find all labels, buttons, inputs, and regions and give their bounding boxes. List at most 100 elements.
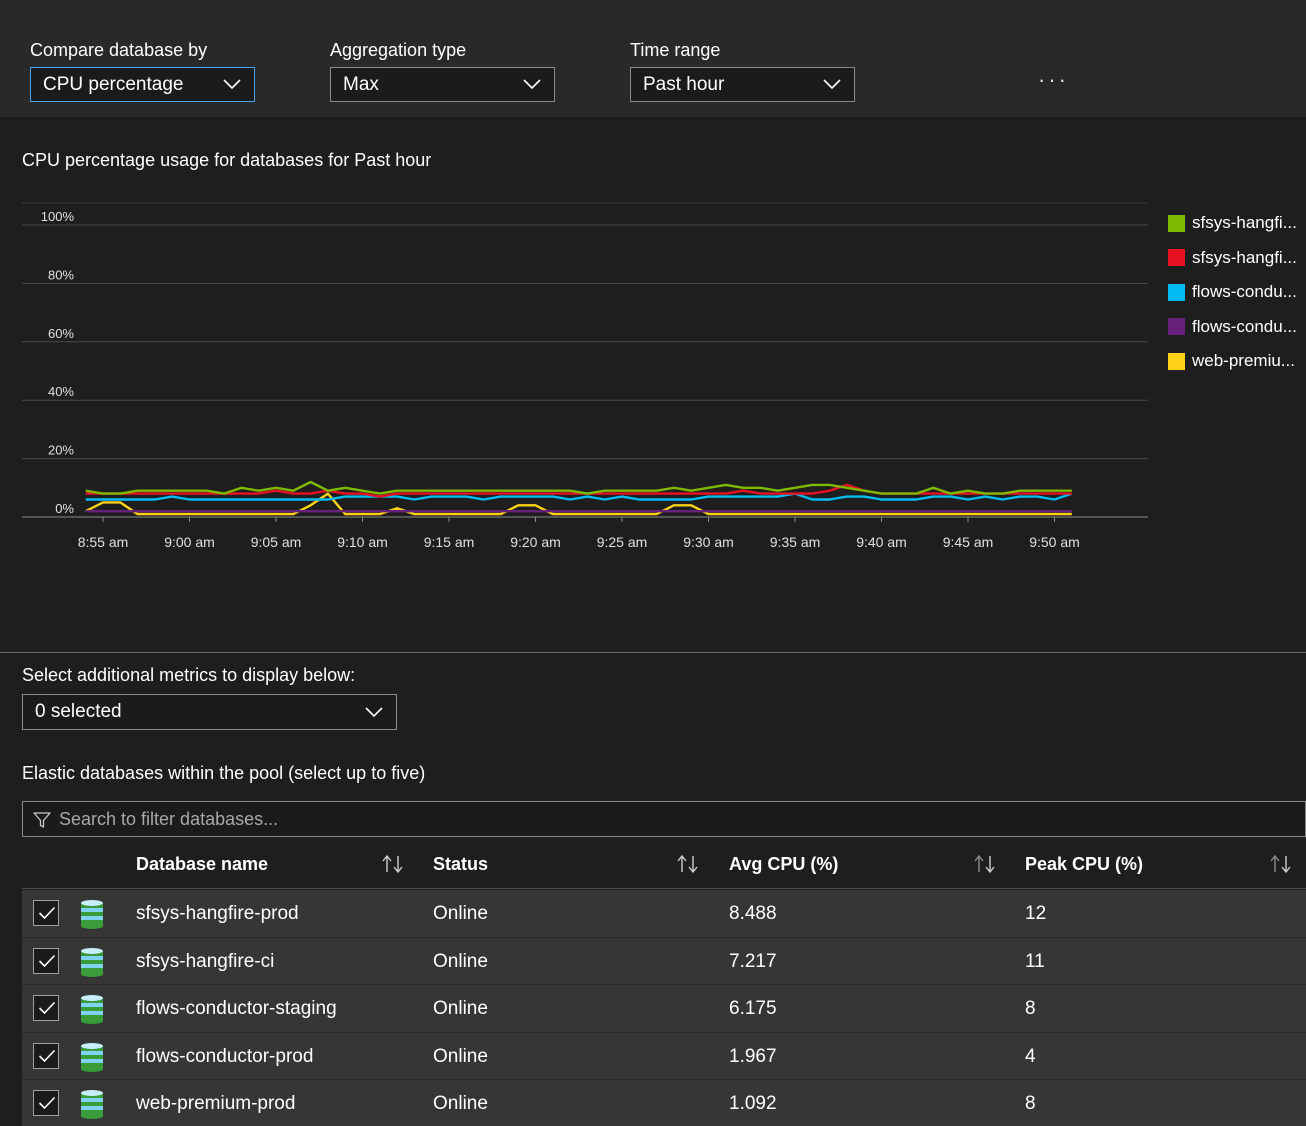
- y-tick-label: 20%: [48, 443, 74, 458]
- legend-swatch: [1168, 318, 1185, 336]
- chevron-down-icon: [823, 79, 841, 90]
- y-tick-label: 100%: [41, 209, 75, 224]
- avg-cpu-cell: 6.175: [729, 998, 777, 1019]
- legend-item[interactable]: web-premiu...: [1168, 344, 1297, 379]
- section-divider: [0, 652, 1306, 653]
- table-row[interactable]: flows-conductor-prod Online 1.967 4: [22, 1032, 1306, 1080]
- aggregation-dropdown[interactable]: Max: [330, 67, 555, 102]
- y-tick-label: 40%: [48, 384, 74, 399]
- x-tick-label: 9:10 am: [337, 534, 388, 550]
- aggregation-value: Max: [343, 73, 379, 95]
- checkmark-icon: [38, 906, 56, 920]
- y-tick-label: 80%: [48, 267, 74, 282]
- x-tick-label: 9:00 am: [164, 534, 215, 550]
- metrics-value: 0 selected: [35, 701, 122, 722]
- x-tick-label: 9:15 am: [424, 534, 475, 550]
- peak-cpu-cell: 11: [1025, 950, 1045, 972]
- sort-icon[interactable]: [675, 854, 701, 874]
- legend-item[interactable]: flows-condu...: [1168, 275, 1297, 310]
- aggregation-filter: Aggregation type Max: [330, 38, 555, 102]
- database-icon: [81, 900, 103, 929]
- compare-filter: Compare database by CPU percentage: [30, 38, 255, 102]
- search-input[interactable]: [59, 808, 1259, 830]
- series-line: [85, 492, 1072, 516]
- table-row[interactable]: flows-conductor-staging Online 6.175 8: [22, 985, 1306, 1033]
- time-range-value: Past hour: [643, 73, 725, 95]
- table-row[interactable]: web-premium-prod Online 1.092 8: [22, 1080, 1306, 1126]
- row-checkbox[interactable]: [33, 1042, 59, 1069]
- checkmark-icon: [38, 1096, 56, 1110]
- compare-label: Compare database by: [30, 40, 208, 60]
- db-name-cell[interactable]: flows-conductor-prod: [136, 1045, 314, 1067]
- status-cell: Online: [433, 1045, 488, 1067]
- db-name-cell[interactable]: flows-conductor-staging: [136, 998, 337, 1019]
- checkmark-icon: [38, 1049, 56, 1062]
- legend-swatch: [1168, 283, 1185, 301]
- chevron-down-icon: [365, 707, 383, 718]
- avg-cpu-cell: 1.092: [729, 1093, 777, 1114]
- sort-icon[interactable]: [380, 854, 406, 874]
- more-options-button[interactable]: ···: [1038, 67, 1069, 92]
- legend-label: flows-condu...: [1192, 282, 1297, 302]
- peak-cpu-cell: 12: [1025, 903, 1047, 924]
- row-checkbox[interactable]: [33, 900, 59, 926]
- x-tick-label: 9:40 am: [856, 534, 907, 550]
- header-status[interactable]: Status: [433, 854, 489, 874]
- header-avg-cpu[interactable]: Avg CPU (%): [729, 854, 839, 874]
- metrics-label: Select additional metrics to display bel…: [22, 665, 356, 685]
- sort-icon[interactable]: [1268, 854, 1294, 874]
- sort-icon[interactable]: [972, 854, 998, 874]
- filter-icon: [33, 812, 51, 828]
- y-tick-label: 0%: [55, 501, 74, 516]
- database-icon: [81, 947, 103, 977]
- database-icon: [81, 995, 103, 1024]
- aggregation-label: Aggregation type: [330, 40, 467, 60]
- series-line: [85, 480, 1072, 495]
- row-checkbox[interactable]: [33, 947, 59, 974]
- legend-swatch: [1168, 352, 1185, 370]
- database-icon: [81, 1042, 103, 1072]
- database-icon: [81, 1090, 103, 1119]
- x-tick-label: 9:45 am: [943, 534, 994, 550]
- time-range-filter: Time range Past hour: [630, 38, 855, 102]
- header-database-name[interactable]: Database name: [136, 854, 269, 874]
- time-range-dropdown[interactable]: Past hour: [630, 67, 855, 102]
- db-name-cell[interactable]: sfsys-hangfire-prod: [136, 903, 299, 924]
- compare-value: CPU percentage: [43, 73, 184, 95]
- legend-swatch: [1168, 214, 1185, 232]
- cpu-line-chart: 100% 80% 60% 40% 20% 0% 8:55 am 9:00 am 9:05 am 9…: [22, 202, 1148, 550]
- peak-cpu-cell: 8: [1025, 998, 1036, 1019]
- table-header: Database name Status Avg CPU (%) Peak CP…: [22, 840, 1306, 889]
- header-peak-cpu[interactable]: Peak CPU (%): [1025, 854, 1144, 874]
- db-name-cell[interactable]: sfsys-hangfire-ci: [136, 950, 275, 972]
- table-row[interactable]: sfsys-hangfire-prod Online 8.488 12: [22, 890, 1306, 938]
- row-checkbox[interactable]: [33, 995, 59, 1021]
- metrics-dropdown[interactable]: 0 selected: [22, 694, 397, 730]
- chevron-down-icon: [223, 79, 241, 90]
- legend-swatch: [1168, 249, 1185, 267]
- legend-item[interactable]: sfsys-hangfi...: [1168, 206, 1297, 241]
- x-tick-label: 9:30 am: [683, 534, 734, 550]
- db-name-cell[interactable]: web-premium-prod: [136, 1093, 296, 1114]
- search-box: [22, 801, 1306, 837]
- x-tick-label: 9:25 am: [597, 534, 648, 550]
- legend-item[interactable]: sfsys-hangfi...: [1168, 241, 1297, 276]
- row-checkbox[interactable]: [33, 1090, 59, 1116]
- chart-title: CPU percentage usage for databases for P…: [22, 150, 432, 170]
- peak-cpu-cell: 4: [1025, 1045, 1036, 1067]
- status-cell: Online: [433, 903, 488, 924]
- legend-label: sfsys-hangfi...: [1192, 247, 1297, 267]
- x-tick-label: 8:55 am: [78, 534, 129, 550]
- status-cell: Online: [433, 950, 488, 972]
- avg-cpu-cell: 1.967: [729, 1045, 777, 1067]
- x-tick-label: 9:35 am: [770, 534, 821, 550]
- checkmark-icon: [38, 954, 56, 967]
- status-cell: Online: [433, 1093, 488, 1114]
- legend-label: web-premiu...: [1192, 351, 1295, 371]
- table-row[interactable]: sfsys-hangfire-ci Online 7.217 11: [22, 937, 1306, 985]
- avg-cpu-cell: 7.217: [729, 950, 777, 972]
- x-tick-label: 9:20 am: [510, 534, 561, 550]
- legend-item[interactable]: flows-condu...: [1168, 310, 1297, 345]
- filter-bar: Compare database by CPU percentage Aggre…: [0, 0, 1306, 117]
- compare-dropdown[interactable]: CPU percentage: [30, 67, 255, 102]
